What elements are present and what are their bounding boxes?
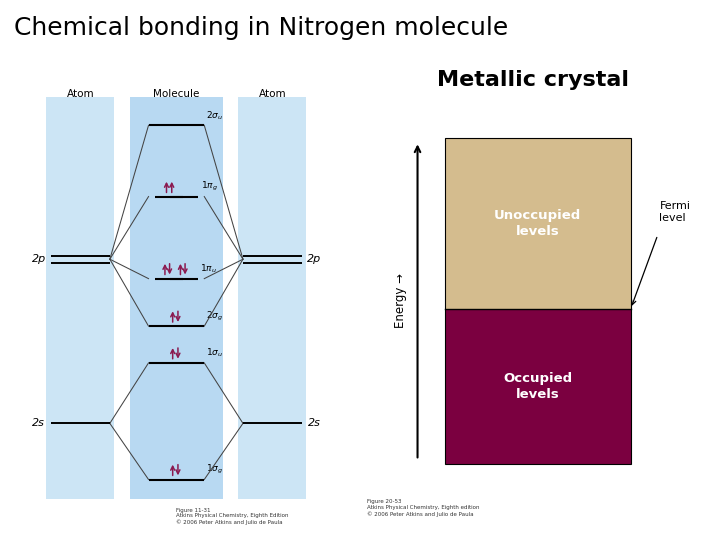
Text: Metallic crystal: Metallic crystal bbox=[437, 70, 629, 90]
Bar bbox=[130, 97, 223, 499]
Text: 2$\sigma_u$: 2$\sigma_u$ bbox=[206, 109, 223, 122]
Text: 1$\pi_u$: 1$\pi_u$ bbox=[199, 262, 217, 275]
Text: Figure 20-53
Atkins Physical Chemistry, Eighth edition
© 2006 Peter Atkins and J: Figure 20-53 Atkins Physical Chemistry, … bbox=[366, 499, 480, 517]
Text: 2s: 2s bbox=[307, 418, 320, 428]
Text: 2s: 2s bbox=[32, 418, 45, 428]
Text: 1$\pi_g$: 1$\pi_g$ bbox=[201, 180, 218, 193]
Text: Molecule: Molecule bbox=[153, 89, 199, 99]
Text: Occupied
levels: Occupied levels bbox=[503, 372, 572, 401]
Text: Energy →: Energy → bbox=[394, 273, 407, 328]
Bar bbox=[445, 138, 631, 309]
Text: 2p: 2p bbox=[307, 254, 321, 264]
Text: Unoccupied
levels: Unoccupied levels bbox=[494, 208, 581, 238]
Bar bbox=[46, 97, 114, 499]
Bar bbox=[238, 97, 307, 499]
Text: Atom: Atom bbox=[67, 89, 94, 99]
Text: 1$\sigma_g$: 1$\sigma_g$ bbox=[206, 463, 223, 476]
Text: 1$\sigma_u$: 1$\sigma_u$ bbox=[206, 347, 223, 360]
Text: 2$\sigma_g$: 2$\sigma_g$ bbox=[206, 309, 223, 323]
Text: Chemical bonding in Nitrogen molecule: Chemical bonding in Nitrogen molecule bbox=[14, 16, 508, 40]
Bar bbox=[445, 309, 631, 464]
Text: Fermi
level: Fermi level bbox=[660, 201, 690, 223]
Text: Atom: Atom bbox=[258, 89, 286, 99]
Text: Figure 11-31
Atkins Physical Chemistry, Eighth Edition
© 2006 Peter Atkins and J: Figure 11-31 Atkins Physical Chemistry, … bbox=[176, 508, 289, 525]
Bar bbox=[445, 138, 631, 464]
Text: 2p: 2p bbox=[32, 254, 46, 264]
